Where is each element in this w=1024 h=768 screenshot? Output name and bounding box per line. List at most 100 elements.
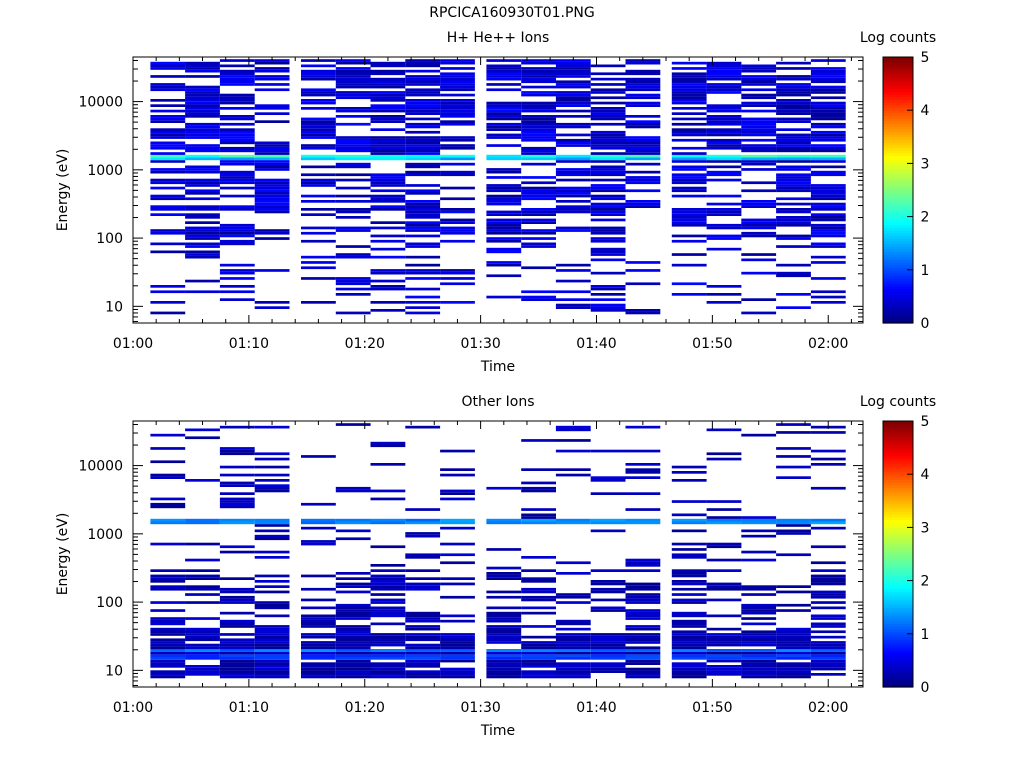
heatmap-cell [521,643,556,647]
heatmap-cell [706,651,742,655]
heatmap-cell [335,77,371,81]
heatmap-cell [810,561,846,565]
heatmap-cell [440,101,475,105]
heatmap-cell [486,247,522,251]
colorbar-swatch [883,317,913,321]
colorbar-swatch [883,128,913,133]
heatmap-cell [741,311,777,315]
heatmap-cell [335,67,371,70]
heatmap-cell [555,93,591,97]
colorbar-swatch [883,62,913,66]
colorbar-swatch [883,463,913,467]
heatmap-cell [486,486,522,490]
colorbar-swatch [883,195,913,199]
heatmap-cell [254,646,290,650]
heatmap-cell [219,481,255,485]
heatmap-cell [521,516,556,519]
heatmap-cell [671,654,707,658]
heatmap-cell [625,625,661,628]
heatmap-cell [555,449,591,453]
heatmap-cell [706,633,742,636]
heatmap-cell [625,641,661,644]
heatmap-cell [405,651,441,655]
heatmap-cell [590,64,626,68]
heatmap-cell [555,115,591,118]
heatmap-cell [671,293,707,296]
heatmap-cell [150,657,186,660]
colorbar-swatch [883,112,913,117]
heatmap-cell [521,654,556,658]
heatmap-cell [810,545,846,549]
heatmap-cell [185,250,220,254]
heatmap-cell [810,617,846,620]
colorbar-swatch [883,261,913,266]
heatmap-cell [254,465,290,469]
heatmap-cell [590,569,626,572]
heatmap-cell [440,651,475,655]
heatmap-cell [254,518,290,522]
heatmap-cell [370,463,406,466]
heatmap-cell [521,128,556,131]
heatmap-cell [370,247,406,251]
heatmap-cell [405,229,441,232]
colorbar-swatch [883,277,913,282]
heatmap-cell [590,133,626,137]
heatmap-cell [810,625,846,628]
colorbar-swatch [883,421,913,425]
heatmap-cell [521,120,556,123]
heatmap-cell [555,298,591,301]
heatmap-cell [254,651,290,655]
heatmap-cell [185,436,220,440]
heatmap-cell [150,301,186,304]
heatmap-cell [370,587,406,591]
heatmap-cell [254,269,290,272]
heatmap-cell [301,69,336,73]
heatmap-cell [219,611,255,615]
colorbar-swatch [883,668,913,672]
heatmap-cell [254,601,290,604]
heatmap-cell [405,587,441,591]
heatmap-cell [671,513,707,517]
heatmap-cell [254,107,290,110]
heatmap-cell [671,630,707,634]
heatmap-cell [625,673,661,676]
colorbar-swatch [883,546,913,550]
heatmap-cell [590,136,626,139]
heatmap-cell [555,643,591,647]
heatmap-cell [555,263,591,267]
heatmap-cell [370,622,406,626]
heatmap-cell [301,625,336,628]
heatmap-cell [590,492,626,495]
heatmap-cell [810,77,846,81]
heatmap-cell [185,665,220,668]
heatmap-cell [555,144,591,147]
heatmap-cell [625,93,661,97]
heatmap-cell [521,136,556,139]
heatmap-cell [254,192,290,195]
heatmap-cell [776,173,811,177]
heatmap-cell [405,521,441,525]
x-tick-label: 01:10 [229,336,269,352]
heatmap-cell [440,595,475,599]
heatmap-cell [486,625,522,628]
heatmap-cell [150,585,186,588]
heatmap-cell [555,473,591,477]
heatmap-cell [150,518,186,522]
heatmap-cell [185,157,220,161]
heatmap-cell [521,673,556,676]
heatmap-cell [440,638,475,642]
heatmap-cell [185,558,220,562]
heatmap-cell [776,112,811,115]
heatmap-cell [741,675,777,679]
heatmap-cell [301,157,336,161]
heatmap-cell [521,194,556,198]
colorbar-swatch [883,679,913,683]
heatmap-cell [706,673,742,676]
heatmap-cell [810,67,846,70]
heatmap-cell [370,255,406,259]
heatmap-cell [741,69,777,73]
heatmap-cell [741,253,777,256]
heatmap-cell [521,508,556,511]
y-tick-label: 100 [96,595,123,611]
heatmap-cell [625,657,661,660]
